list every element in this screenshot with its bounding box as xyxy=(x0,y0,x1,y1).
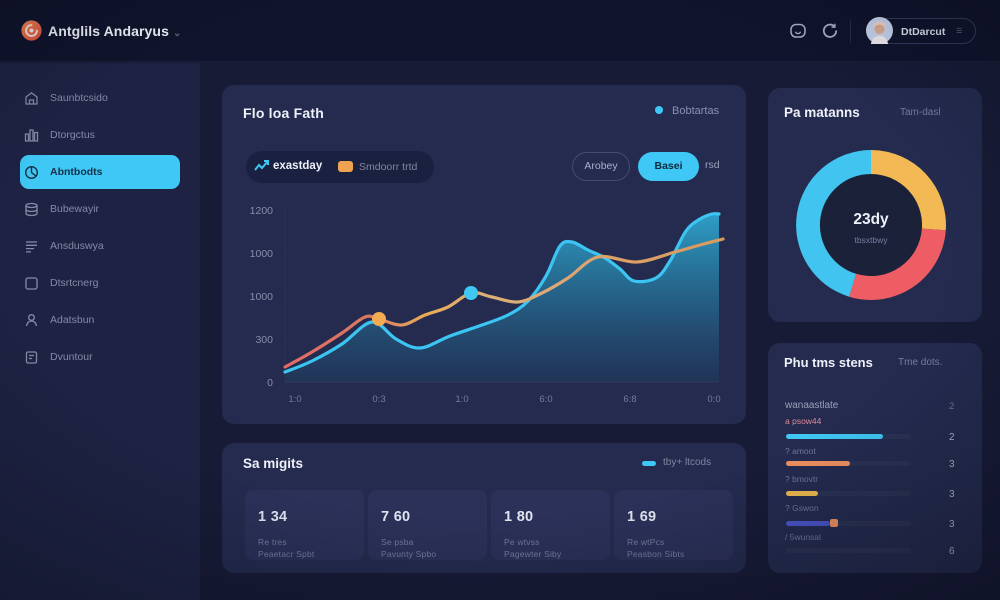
svg-text:1:0: 1:0 xyxy=(288,394,301,405)
svg-text:6:0: 6:0 xyxy=(539,394,552,405)
svg-text:tbsxtbwy: tbsxtbwy xyxy=(854,235,888,245)
svg-text:1000: 1000 xyxy=(250,248,274,260)
svg-text:0: 0 xyxy=(267,377,273,389)
svg-text:23dy: 23dy xyxy=(853,211,889,228)
svg-text:1:0: 1:0 xyxy=(455,394,468,405)
svg-text:0:3: 0:3 xyxy=(372,394,385,405)
svg-text:1200: 1200 xyxy=(250,205,274,217)
svg-text:0:0: 0:0 xyxy=(707,394,720,405)
svg-text:6:8: 6:8 xyxy=(623,394,636,405)
svg-text:1000: 1000 xyxy=(250,291,274,303)
svg-text:300: 300 xyxy=(255,334,273,346)
